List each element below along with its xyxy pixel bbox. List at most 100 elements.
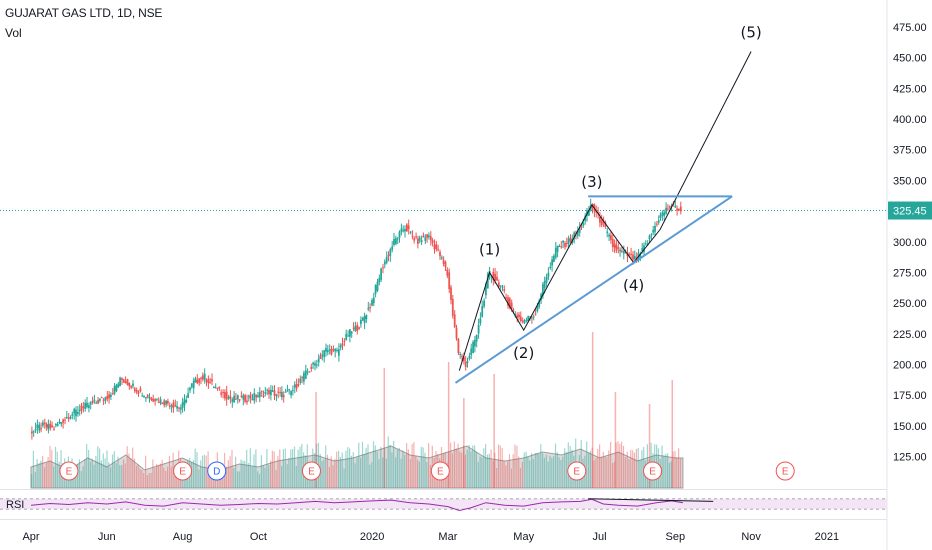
- candle-body: [128, 382, 131, 387]
- volume-bar: [205, 455, 207, 488]
- candle-body: [516, 315, 519, 318]
- volume-bar: [398, 447, 400, 488]
- candle-body: [615, 245, 618, 251]
- candle-body: [71, 414, 74, 416]
- candle: [343, 338, 346, 347]
- symbol-title[interactable]: GUJARAT GAS LTD, 1D, NSE: [5, 6, 163, 20]
- volume-bar: [253, 454, 255, 488]
- volume-legend[interactable]: Vol: [5, 26, 22, 40]
- volume-bar: [235, 456, 237, 488]
- candle-body: [126, 379, 129, 386]
- candle-body: [418, 237, 421, 241]
- candle: [604, 220, 607, 229]
- volume-bar: [514, 444, 516, 488]
- candle-body: [236, 395, 239, 400]
- candle-body: [108, 394, 110, 399]
- candle: [576, 226, 579, 239]
- volume-bar: [400, 458, 402, 488]
- volume-bar: [282, 449, 284, 488]
- candle: [516, 312, 519, 323]
- volume-bar: [111, 454, 114, 488]
- candle-body: [124, 381, 127, 384]
- candle: [211, 373, 213, 386]
- candle: [547, 267, 550, 281]
- time-tick-label: Jul: [592, 531, 606, 543]
- volume-bar: [268, 465, 270, 488]
- candle: [306, 368, 309, 376]
- volume-bar: [47, 457, 49, 488]
- candle: [446, 267, 449, 279]
- candle-body: [268, 390, 270, 395]
- candle-body: [141, 395, 144, 397]
- candle-body: [448, 272, 451, 289]
- wave-label: (5): [740, 24, 761, 42]
- candle: [402, 225, 405, 233]
- time-tick-label: Aug: [173, 531, 193, 543]
- candle: [593, 203, 596, 218]
- candle-body: [501, 286, 504, 288]
- candle-body: [194, 378, 197, 383]
- candle: [554, 241, 557, 260]
- volume-bar: [519, 467, 522, 488]
- volume-bar: [258, 473, 261, 488]
- volume-bar: [499, 445, 501, 488]
- candle-body: [532, 316, 535, 318]
- candle-body: [639, 253, 642, 259]
- candle-body: [599, 217, 601, 223]
- candle-body: [451, 299, 454, 316]
- candle-body: [431, 240, 434, 244]
- volume-bar: [133, 458, 136, 488]
- candle-body: [119, 377, 121, 386]
- candle-body: [602, 221, 605, 224]
- volume-bar: [503, 461, 505, 488]
- volume-bar: [328, 466, 330, 488]
- candle-body: [584, 215, 587, 221]
- candle-body: [519, 316, 522, 322]
- volume-bar: [293, 446, 296, 488]
- candle-body: [553, 255, 555, 262]
- candle-body: [64, 419, 66, 421]
- candle-body: [470, 348, 473, 356]
- candle: [121, 377, 123, 385]
- candle-body: [415, 236, 417, 238]
- candle: [310, 363, 313, 372]
- candle: [69, 415, 72, 420]
- candle: [611, 234, 614, 252]
- candle-body: [464, 361, 467, 367]
- volume-bar: [233, 468, 235, 488]
- volume-bar: [128, 453, 130, 488]
- candle: [378, 274, 381, 286]
- candle-body: [312, 362, 314, 365]
- candle: [181, 397, 184, 413]
- rsi-legend[interactable]: RSI: [6, 499, 25, 511]
- candle-body: [299, 378, 302, 383]
- volume-bar: [382, 457, 384, 488]
- volume-bar: [413, 442, 415, 488]
- candle-body: [531, 317, 533, 319]
- time-tick-label: Sep: [666, 531, 686, 543]
- candle: [157, 397, 160, 404]
- candle: [102, 397, 105, 405]
- candle-body: [257, 395, 259, 397]
- volume-bar: [192, 460, 194, 488]
- candle-body: [40, 428, 42, 430]
- volume-bar: [330, 456, 332, 488]
- candle: [644, 240, 647, 246]
- candle: [479, 312, 482, 326]
- candle-body: [218, 386, 221, 388]
- volume-bar: [481, 457, 483, 488]
- volume-bar: [369, 464, 371, 488]
- candle: [499, 285, 502, 290]
- candle-body: [632, 254, 634, 260]
- volume-bar: [565, 452, 568, 488]
- candle: [31, 426, 33, 440]
- candle-body: [84, 403, 87, 409]
- candle: [192, 377, 195, 394]
- event-marker: E: [301, 461, 321, 481]
- candle-body: [266, 389, 269, 391]
- triangle-bottom-line: [454, 195, 733, 384]
- volume-bar: [613, 461, 615, 488]
- candle-body: [150, 397, 153, 401]
- volume-bar: [58, 461, 60, 488]
